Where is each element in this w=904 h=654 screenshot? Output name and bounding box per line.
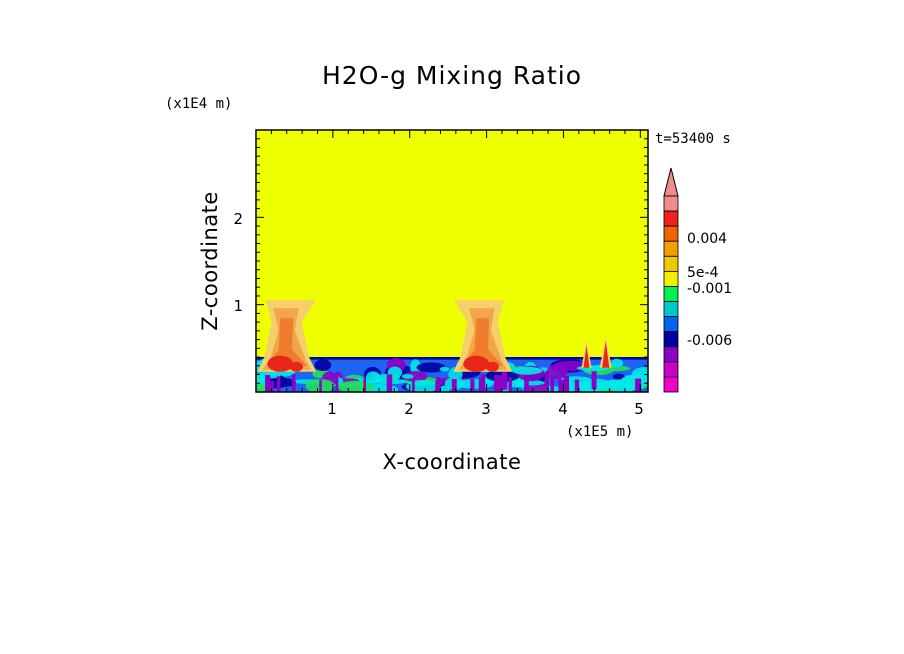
x-tick-label: 4 — [558, 400, 568, 418]
layer-streak — [524, 380, 529, 392]
layer-streak — [363, 378, 366, 392]
spike-inner — [583, 345, 590, 368]
plume-core — [485, 361, 499, 372]
y-tick-label: 1 — [233, 297, 243, 315]
colorbar-swatch — [663, 210, 679, 227]
x-tick-label: 5 — [634, 400, 644, 418]
layer-streak — [319, 379, 322, 392]
x-tick-label: 3 — [481, 400, 491, 418]
layer-streak — [574, 379, 580, 392]
layer-texture — [439, 366, 450, 372]
colorbar-label: 0.004 — [687, 231, 727, 247]
y-scale-label: (x1E4 m) — [165, 96, 232, 112]
colorbar — [663, 167, 679, 393]
colorbar-labels: 0.004 5e-4 -0.001 -0.006 — [687, 231, 732, 349]
colorbar-swatch — [663, 270, 679, 287]
colorbar-label: -0.006 — [687, 333, 732, 349]
colorbar-swatch — [663, 346, 679, 363]
layer-streak — [412, 380, 415, 392]
layer-streak — [635, 378, 642, 392]
plume-core — [463, 355, 490, 372]
colorbar-swatch — [663, 195, 679, 212]
layer-streak — [291, 374, 296, 392]
colorbar-swatch — [663, 316, 679, 333]
layer-streak — [563, 376, 570, 392]
layer-texture — [612, 373, 625, 381]
layer-texture — [546, 364, 568, 380]
layer-streak — [558, 378, 562, 392]
plume-core — [289, 361, 303, 372]
colorbar-swatch — [663, 286, 679, 302]
tick-labels: 1 2 3 4 5 1 2 — [233, 210, 643, 418]
colorbar-swatch — [663, 255, 679, 272]
layer-streak — [470, 379, 475, 392]
colorbar-swatch — [663, 240, 679, 257]
layer-streak — [496, 375, 503, 392]
layer-texture — [610, 358, 624, 368]
colorbar-swatch — [663, 225, 679, 242]
contour-field — [256, 130, 648, 392]
low-layer-top — [256, 357, 648, 360]
layer-streak — [276, 376, 281, 392]
layer-texture — [511, 366, 543, 375]
x-axis-label: X-coordinate — [383, 450, 522, 474]
layer-streak — [480, 374, 486, 392]
layer-streak — [265, 375, 271, 392]
y-axis-label: Z-coordinate — [198, 191, 222, 331]
x-tick-label: 2 — [404, 400, 414, 418]
field-background — [256, 130, 648, 392]
colorbar-swatch — [663, 376, 679, 393]
layer-texture — [403, 371, 428, 382]
layer-texture — [405, 380, 440, 392]
layer-streak — [435, 380, 441, 392]
layer-streak — [494, 375, 500, 392]
layer-texture — [439, 385, 450, 392]
plot-axes — [255, 129, 649, 393]
layer-streak — [270, 380, 274, 392]
colorbar-swatch — [663, 331, 679, 348]
chart-title: H2O-g Mixing Ratio — [322, 61, 582, 90]
layer-texture — [337, 380, 374, 392]
x-scale-label: (x1E5 m) — [566, 424, 633, 440]
plume-core — [267, 355, 294, 372]
layer-streak — [335, 376, 339, 392]
layer-streak — [544, 371, 549, 390]
layer-streak — [386, 374, 393, 392]
time-label: t=53400 s — [655, 131, 731, 147]
colorbar-label: -0.001 — [687, 281, 732, 297]
layer-texture — [523, 383, 549, 392]
plume-inner — [266, 318, 308, 366]
layer-streak — [451, 379, 457, 392]
colorbar-swatch — [663, 301, 679, 318]
y-tick-label: 2 — [233, 210, 243, 228]
spike-inner — [602, 341, 610, 368]
layer-texture — [314, 359, 332, 372]
layer-streak — [591, 371, 597, 390]
layer-texture — [401, 373, 414, 379]
colorbar-swatch — [663, 361, 679, 378]
layer-streak — [550, 375, 554, 392]
plume-inner — [462, 318, 504, 366]
layer-streak — [501, 371, 508, 390]
layer-texture — [267, 378, 296, 388]
layer-texture — [416, 362, 446, 373]
layer-texture — [619, 375, 647, 390]
layer-streak — [508, 377, 512, 392]
colorbar-label: 5e-4 — [687, 265, 719, 281]
x-tick-label: 1 — [327, 400, 337, 418]
layer-texture — [256, 383, 268, 392]
